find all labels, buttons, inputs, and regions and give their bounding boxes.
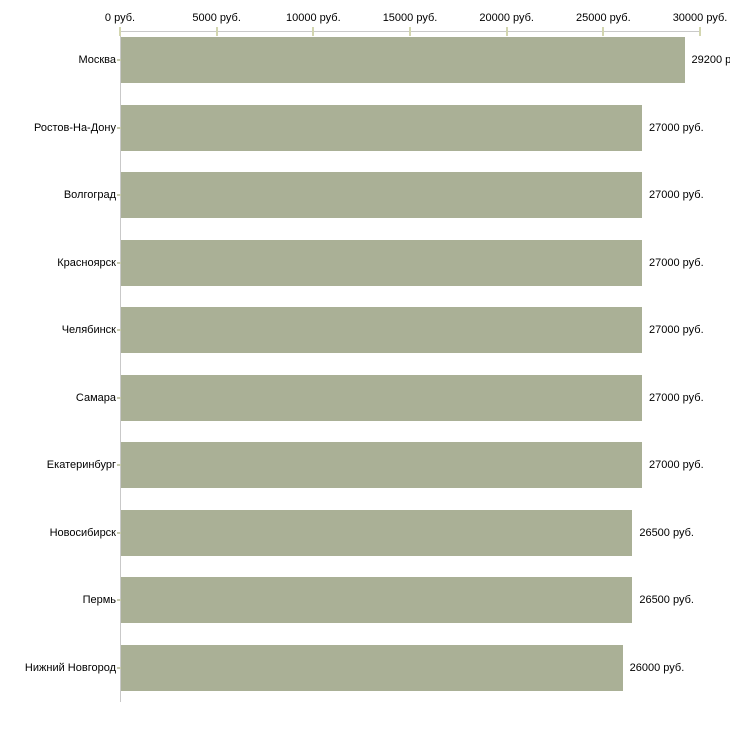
bar <box>121 172 642 218</box>
value-label: 27000 руб. <box>649 256 704 269</box>
bar <box>121 577 633 623</box>
x-axis-tick-label: 25000 руб. <box>576 12 631 24</box>
bar <box>121 37 685 83</box>
category-label: Москва <box>78 54 116 66</box>
category-label: Волгоград <box>63 189 116 201</box>
value-label: 26000 руб. <box>629 661 685 674</box>
bar <box>121 104 642 151</box>
x-axis-tick-mark <box>602 27 605 36</box>
category-tick-mark <box>117 666 124 669</box>
category-tick-mark <box>117 464 124 466</box>
category-tick-mark <box>117 531 124 534</box>
x-axis-tick-label: 5000 руб. <box>192 12 241 24</box>
category-label: Новосибирск <box>49 526 116 539</box>
bar <box>121 374 642 421</box>
value-label: 27000 руб. <box>649 189 704 201</box>
x-axis-tick-mark <box>119 27 121 36</box>
value-label: 26500 руб. <box>639 526 694 539</box>
category-label: Ростов-На-Дону <box>33 121 116 134</box>
bar <box>121 239 642 286</box>
category-label: Пермь <box>82 594 116 606</box>
category-label: Челябинск <box>61 324 116 336</box>
category-tick-mark <box>117 396 124 399</box>
category-tick-mark <box>117 261 124 264</box>
x-axis-tick-mark <box>312 27 315 36</box>
category-tick-mark <box>117 329 124 331</box>
category-tick-mark <box>117 194 124 196</box>
x-axis-tick-label: 0 руб. <box>104 12 136 24</box>
x-axis-tick-mark <box>409 27 411 36</box>
x-axis-tick-label: 20000 руб. <box>479 12 534 24</box>
category-tick-mark <box>117 599 124 601</box>
bar <box>121 644 623 691</box>
value-label: 27000 руб. <box>649 121 704 134</box>
category-label: Самара <box>75 391 116 404</box>
value-label: 29200 руб. <box>691 54 730 66</box>
category-tick-mark <box>117 59 124 61</box>
x-axis-tick-label: 30000 руб. <box>672 12 728 24</box>
value-label: 27000 руб. <box>649 391 704 404</box>
value-label: 27000 руб. <box>649 324 704 336</box>
x-axis-tick-label: 10000 руб. <box>286 12 341 24</box>
value-label: 26500 руб. <box>639 594 694 606</box>
bar <box>121 509 633 556</box>
x-axis-tick-mark <box>215 27 218 36</box>
y-axis-line <box>120 31 121 702</box>
x-axis-tick-mark <box>505 27 508 36</box>
x-axis-tick-mark <box>699 27 701 36</box>
x-axis-tick-label: 15000 руб. <box>382 12 438 24</box>
category-label: Екатеринбург <box>46 459 116 471</box>
category-tick-mark <box>117 126 124 129</box>
value-label: 27000 руб. <box>649 459 704 471</box>
category-label: Нижний Новгород <box>24 661 116 674</box>
category-label: Красноярск <box>57 256 116 269</box>
bar <box>121 307 642 353</box>
bar <box>121 442 642 488</box>
